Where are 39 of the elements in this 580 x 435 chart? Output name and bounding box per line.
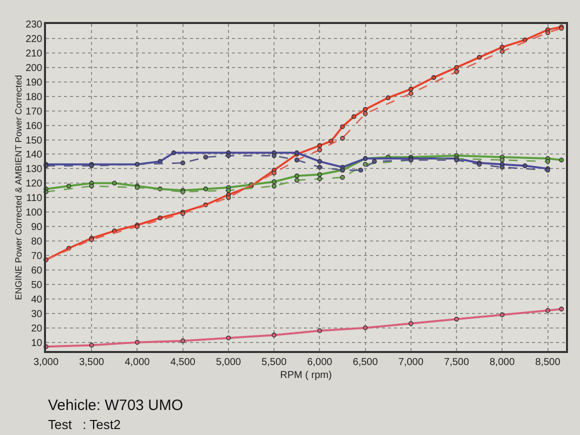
y-tick-label: 140 bbox=[26, 150, 43, 161]
y-tick-label: 200 bbox=[26, 62, 43, 74]
x-tick-label: 5,500 bbox=[262, 356, 288, 368]
x-tick-label: 4,000 bbox=[124, 356, 150, 368]
y-tick-label: 190 bbox=[26, 77, 43, 88]
y-tick-label: 30 bbox=[31, 308, 43, 320]
y-tick-label: 160 bbox=[26, 120, 43, 132]
x-tick-label: 8,000 bbox=[490, 356, 516, 368]
y-tick-label: 60 bbox=[31, 265, 43, 276]
x-tick-label: 5,000 bbox=[216, 356, 242, 368]
y-tick-label: 50 bbox=[31, 280, 43, 291]
y-tick-label: 230 bbox=[26, 20, 43, 30]
y-tick-label: 170 bbox=[26, 106, 43, 118]
y-tick-label: 90 bbox=[31, 222, 43, 234]
y-tick-label: 10 bbox=[31, 338, 43, 349]
y-tick-label: 130 bbox=[26, 164, 43, 176]
y-tick-label: 210 bbox=[26, 48, 43, 60]
text: Test : Test2 bbox=[48, 417, 121, 432]
y-axis-title: ENGINE Power Corrected & AMBIENT Power Corrected bbox=[13, 75, 24, 300]
x-tick-label: 7,000 bbox=[398, 356, 424, 368]
y-tick-label: 110 bbox=[26, 193, 43, 204]
y-tick-label: 80 bbox=[31, 236, 43, 248]
x-tick-label: 3,500 bbox=[79, 356, 105, 368]
x-tick-label: 8,500 bbox=[535, 356, 561, 368]
text: Vehicle: W703 UMO bbox=[48, 397, 184, 414]
x-tick-label: 4,500 bbox=[170, 356, 196, 368]
x-tick-label: 7,500 bbox=[444, 356, 470, 368]
y-tick-label: 40 bbox=[31, 294, 43, 306]
y-tick-label: 100 bbox=[26, 208, 43, 219]
x-axis-title: RPM ( rpm) bbox=[280, 370, 332, 381]
x-tick-label: 3,000 bbox=[33, 356, 59, 368]
x-tick-label: 6,500 bbox=[352, 356, 378, 368]
y-tick-label: 70 bbox=[31, 251, 43, 262]
x-tick-label: 6,000 bbox=[307, 356, 333, 368]
y-tick-label: 120 bbox=[26, 178, 43, 190]
y-tick-label: 220 bbox=[26, 34, 43, 45]
y-tick-label: 20 bbox=[31, 323, 43, 334]
y-tick-label: 150 bbox=[26, 135, 43, 146]
y-tick-label: 180 bbox=[26, 92, 43, 103]
